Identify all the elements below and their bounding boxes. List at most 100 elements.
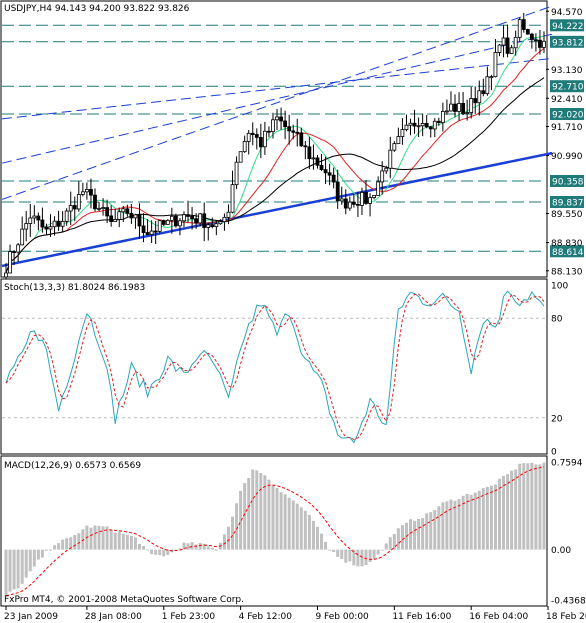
macd-bar — [57, 543, 61, 550]
candle — [303, 140, 308, 160]
candle — [489, 74, 494, 91]
candle — [48, 214, 53, 237]
macd-bar — [247, 477, 251, 550]
macd-bar — [453, 500, 457, 550]
macd-bar — [311, 520, 315, 550]
macd-bar — [142, 546, 146, 550]
macd-tick-label: -0.4368 — [551, 597, 586, 607]
date-tick-label: 4 Feb 12:00 — [239, 612, 293, 622]
candle — [52, 216, 57, 236]
macd-bar — [287, 497, 291, 550]
macd-bar — [231, 516, 235, 550]
candle — [509, 44, 514, 54]
candle — [64, 208, 69, 226]
channel-line — [1, 57, 553, 120]
candle — [141, 213, 146, 243]
candle — [335, 169, 340, 209]
stoch-main-line — [5, 290, 545, 444]
candle — [384, 165, 389, 174]
macd-bar — [117, 531, 121, 550]
price-tick-label: 94.570 — [551, 8, 583, 18]
candle — [202, 202, 207, 242]
macd-bar — [137, 543, 141, 550]
macd-bar — [493, 484, 497, 550]
candle — [408, 118, 413, 136]
date-tick-label: 18 Feb 20:00 — [546, 612, 586, 622]
candle — [32, 205, 37, 224]
candle — [149, 220, 154, 244]
candle — [194, 213, 199, 229]
stoch-title: Stoch(13,3,3) 81.8024 86.1983 — [4, 283, 145, 293]
price-panel[interactable]: USDJPY,H4 94.143 94.200 93.822 93.826 — [0, 0, 553, 288]
candle — [327, 163, 332, 186]
price-level-label: 92.020 — [550, 108, 584, 121]
candle — [238, 151, 243, 163]
candle — [109, 205, 114, 227]
candle — [267, 126, 271, 138]
macd-bar — [109, 530, 113, 550]
candle — [178, 217, 182, 236]
candle — [210, 217, 215, 229]
macd-bar — [384, 543, 388, 550]
macd-bar — [320, 533, 324, 550]
macd-bar — [255, 470, 259, 550]
macd-bar — [510, 470, 514, 550]
candle — [493, 38, 498, 78]
candle — [20, 216, 25, 246]
stoch-tick-label: 0 — [551, 448, 557, 458]
candle — [85, 182, 89, 200]
macd-axis: 0.7594 0.00 -0.4368 — [551, 459, 586, 607]
macd-bar — [299, 507, 303, 550]
candle — [307, 136, 312, 170]
candle — [315, 155, 320, 169]
candle — [125, 204, 130, 217]
candle — [465, 99, 470, 121]
stochastic-panel[interactable]: Stoch(13,3,3) 81.8024 86.1983 — [0, 278, 548, 455]
candle — [173, 213, 178, 228]
macd-bar — [222, 534, 226, 550]
candle — [388, 136, 393, 179]
macd-bar — [380, 549, 384, 551]
macd-bar — [315, 526, 319, 550]
macd-panel[interactable]: MACD(12,26,9) 0.6573 0.6569 FxPro MT4, ©… — [0, 455, 548, 607]
candle — [161, 219, 166, 226]
candle — [226, 204, 231, 225]
candle — [351, 193, 356, 208]
candle — [16, 242, 21, 262]
macd-bar — [105, 526, 109, 550]
macd-title: MACD(12,26,9) 0.6573 0.6569 — [4, 461, 141, 471]
macd-bar — [421, 518, 425, 550]
candle — [93, 188, 97, 212]
candle — [129, 204, 134, 224]
macd-bar — [506, 474, 510, 550]
macd-bar — [206, 546, 210, 550]
candle — [153, 220, 158, 245]
macd-bar — [344, 549, 348, 563]
candle — [198, 212, 203, 227]
macd-bar — [481, 488, 485, 550]
candle — [206, 222, 211, 241]
price-tick-label: 91.710 — [551, 123, 583, 133]
macd-bar — [81, 529, 85, 550]
price-tick-label: 93.130 — [551, 66, 583, 76]
candle — [440, 102, 445, 132]
candle — [445, 99, 449, 115]
channel-line — [1, 151, 553, 268]
ma-mid-line — [5, 47, 545, 274]
candle — [169, 207, 174, 234]
macd-bar — [53, 545, 57, 550]
macd-bar — [324, 541, 328, 550]
macd-bar — [445, 501, 449, 550]
macd-bar — [267, 479, 271, 550]
macd-bar — [214, 549, 218, 551]
macd-bar — [469, 494, 473, 550]
macd-bar — [538, 464, 542, 550]
candle — [262, 121, 267, 155]
macd-bar — [8, 549, 12, 592]
macd-bar — [461, 495, 465, 550]
macd-bar — [194, 544, 198, 550]
macd-signal-line — [5, 466, 545, 597]
macd-bar — [376, 549, 380, 555]
macd-bar — [97, 525, 101, 550]
